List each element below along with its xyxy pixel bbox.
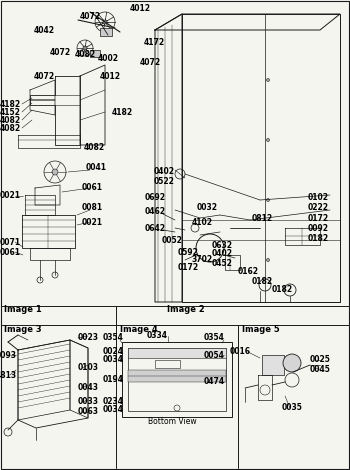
- Bar: [90, 50, 100, 57]
- Text: 0334: 0334: [147, 330, 168, 339]
- Text: 0402: 0402: [211, 250, 232, 259]
- Text: Image 1: Image 1: [4, 305, 42, 313]
- Text: 0063: 0063: [77, 407, 98, 416]
- Text: 4072: 4072: [34, 71, 55, 80]
- Text: 4012: 4012: [99, 71, 120, 80]
- Text: 0452: 0452: [211, 258, 232, 267]
- Text: 4002: 4002: [98, 54, 119, 63]
- Text: 0172: 0172: [307, 213, 329, 222]
- Text: 0194: 0194: [103, 376, 124, 384]
- Text: 0592: 0592: [177, 248, 198, 257]
- Text: 0102: 0102: [308, 194, 329, 203]
- Circle shape: [266, 139, 270, 141]
- Text: 4102: 4102: [191, 218, 212, 227]
- Text: 0034: 0034: [103, 406, 124, 415]
- Text: 0812: 0812: [251, 213, 273, 222]
- Text: 0052: 0052: [162, 235, 182, 244]
- Text: 0354: 0354: [204, 334, 224, 343]
- Bar: [262, 355, 284, 375]
- Circle shape: [52, 169, 58, 175]
- Text: 0021: 0021: [82, 218, 103, 227]
- Text: 0234: 0234: [103, 398, 124, 407]
- Text: 0023: 0023: [77, 334, 98, 343]
- Text: 0021: 0021: [0, 191, 21, 201]
- Circle shape: [283, 354, 301, 372]
- Text: 0061: 0061: [0, 248, 21, 257]
- Text: 4072: 4072: [49, 47, 71, 56]
- Text: 4182: 4182: [0, 100, 21, 109]
- Text: 4012: 4012: [130, 3, 150, 13]
- Bar: [100, 28, 112, 36]
- Text: 0092: 0092: [308, 224, 329, 233]
- Text: 0182: 0182: [251, 277, 273, 287]
- Text: 0632: 0632: [211, 241, 232, 250]
- Text: 0061: 0061: [82, 183, 103, 193]
- Text: 0035: 0035: [281, 404, 302, 413]
- Bar: [128, 348, 226, 411]
- Text: 0081: 0081: [82, 204, 103, 212]
- Text: 4813: 4813: [0, 370, 16, 379]
- Text: 0642: 0642: [145, 224, 166, 233]
- Text: 0043: 0043: [77, 384, 98, 392]
- Text: 0093: 0093: [0, 351, 16, 360]
- Circle shape: [83, 46, 87, 50]
- Text: 0692: 0692: [145, 193, 166, 202]
- Text: 4182: 4182: [111, 108, 133, 117]
- Text: 0033: 0033: [77, 398, 98, 407]
- Text: 0032: 0032: [196, 204, 217, 212]
- Text: Image 3: Image 3: [4, 324, 42, 334]
- Text: 0182: 0182: [307, 234, 329, 243]
- Bar: [122, 342, 232, 417]
- Circle shape: [266, 78, 270, 81]
- Bar: [155, 360, 180, 368]
- Text: 4072: 4072: [139, 57, 161, 66]
- Circle shape: [103, 20, 107, 24]
- Text: 4152: 4152: [0, 108, 20, 117]
- Text: 4082: 4082: [0, 116, 21, 125]
- Text: 0354: 0354: [103, 334, 124, 343]
- Text: 4082: 4082: [83, 143, 105, 152]
- Text: 4172: 4172: [144, 38, 164, 47]
- Text: 3702: 3702: [191, 256, 212, 265]
- Text: Image 5: Image 5: [242, 324, 280, 334]
- Circle shape: [266, 198, 270, 202]
- Text: 0041: 0041: [85, 164, 106, 172]
- Text: 0162: 0162: [238, 267, 259, 276]
- Text: 0402: 0402: [154, 167, 175, 177]
- Text: 0025: 0025: [309, 355, 330, 365]
- Text: 0103: 0103: [77, 363, 98, 373]
- Text: 0172: 0172: [177, 264, 198, 273]
- Text: 4072: 4072: [79, 11, 100, 21]
- Bar: [128, 348, 226, 358]
- Text: 0034: 0034: [103, 355, 124, 365]
- Text: 4042: 4042: [34, 25, 55, 34]
- Text: 0024: 0024: [103, 347, 124, 357]
- Text: 0071: 0071: [0, 237, 21, 246]
- Text: 0045: 0045: [309, 366, 330, 375]
- Text: 4082: 4082: [0, 124, 21, 133]
- Text: Image 4: Image 4: [120, 324, 158, 334]
- Text: 0182: 0182: [272, 285, 293, 295]
- Text: 0462: 0462: [145, 207, 166, 217]
- Text: 0054: 0054: [204, 351, 224, 360]
- Text: 0222: 0222: [308, 204, 329, 212]
- Text: 0016: 0016: [230, 347, 251, 357]
- Bar: [128, 370, 226, 382]
- Text: 4082: 4082: [75, 49, 96, 58]
- Circle shape: [266, 258, 270, 261]
- Text: 0474: 0474: [203, 377, 225, 386]
- Text: Image 2: Image 2: [167, 305, 205, 313]
- Text: Bottom View: Bottom View: [148, 417, 196, 426]
- Text: 0522: 0522: [154, 178, 174, 187]
